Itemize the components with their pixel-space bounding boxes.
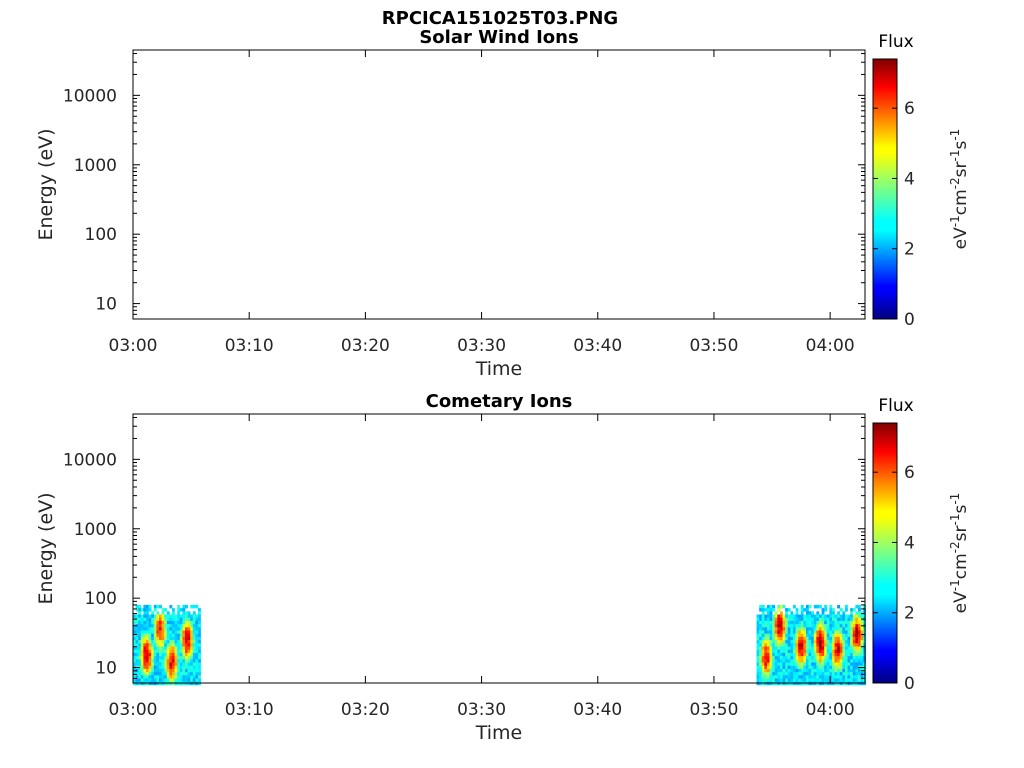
- colorbar-title: Flux: [878, 396, 913, 416]
- y-tick-label: 10000: [63, 86, 117, 106]
- colorbar-tick-label: 0: [904, 674, 915, 694]
- x-axis: 03:00 03:10 03:20 03:30 03:40 03:50 04:00: [109, 414, 855, 720]
- x-tick-label: 03:00: [109, 336, 158, 356]
- y-tick-label: 10: [95, 295, 117, 315]
- x-tick-label: 04:00: [806, 336, 855, 356]
- colorbar-tick-label: 6: [904, 99, 915, 119]
- colorbar-title: Flux: [878, 32, 913, 52]
- colorbar-tick-label: 2: [904, 604, 915, 624]
- x-tick-label: 03:20: [341, 336, 390, 356]
- y-tick-label: 100: [85, 589, 117, 609]
- flux-heatmap: [133, 604, 867, 686]
- flux-segment-2: [756, 604, 867, 686]
- x-tick-label: 03:20: [341, 700, 390, 720]
- x-tick-label: 03:00: [109, 700, 158, 720]
- panel-title: Solar Wind Ions: [419, 27, 578, 48]
- colorbar-scale: [872, 422, 898, 684]
- colorbar-scale: [872, 58, 898, 320]
- y-tick-label: 1000: [74, 156, 117, 176]
- y-tick-label: 100: [85, 225, 117, 245]
- x-tick-label: 03:50: [689, 336, 738, 356]
- colorbar-unit-label: eV-1​cm-2​sr-1​s-1​: [948, 129, 971, 250]
- x-tick-label: 03:30: [457, 336, 506, 356]
- x-tick-label: 03:10: [225, 700, 274, 720]
- x-tick-label: 04:00: [806, 700, 855, 720]
- panel-1: Solar Wind Ions 03:00 03:10 03:20 03:30 03:40…: [35, 27, 971, 380]
- colorbar-tick-label: 4: [904, 533, 915, 553]
- y-tick-label: 10000: [63, 450, 117, 470]
- panel-title: Cometary Ions: [426, 391, 573, 412]
- colorbar: 0 2 4 6 Flux eV-1​cm-2​sr-1​s-1​: [872, 396, 971, 694]
- figure-title: RPCICA151025T03.PNG: [382, 8, 618, 29]
- x-tick-label: 03:30: [457, 700, 506, 720]
- y-axis: 10 100 1000 10000: [63, 53, 865, 320]
- x-axis-label: Time: [475, 722, 523, 744]
- x-axis: 03:00 03:10 03:20 03:30 03:40 03:50 04:00: [109, 50, 855, 356]
- colorbar-unit-label: eV-1​cm-2​sr-1​s-1​: [948, 493, 971, 614]
- y-axis: 10 100 1000 10000: [63, 417, 865, 684]
- x-axis-label: Time: [475, 358, 523, 380]
- colorbar-tick-label: 0: [904, 310, 915, 330]
- colorbar: 0 2 4 6 Flux eV-1​cm-2​sr-1​s-1​: [872, 32, 971, 330]
- plot-frame: [132, 49, 866, 320]
- colorbar-tick-label: 4: [904, 169, 915, 189]
- x-tick-label: 03:50: [689, 700, 738, 720]
- colorbar-tick-label: 2: [904, 240, 915, 260]
- x-tick-label: 03:40: [573, 336, 622, 356]
- y-axis-label: Energy (eV): [35, 128, 57, 240]
- y-axis-label: Energy (eV): [35, 492, 57, 604]
- plot-frame: [132, 413, 866, 684]
- x-tick-label: 03:40: [573, 700, 622, 720]
- colorbar-tick-label: 6: [904, 463, 915, 483]
- x-tick-label: 03:10: [225, 336, 274, 356]
- y-tick-label: 10: [95, 659, 117, 679]
- y-tick-label: 1000: [74, 520, 117, 540]
- flux-segment-1: [133, 604, 201, 686]
